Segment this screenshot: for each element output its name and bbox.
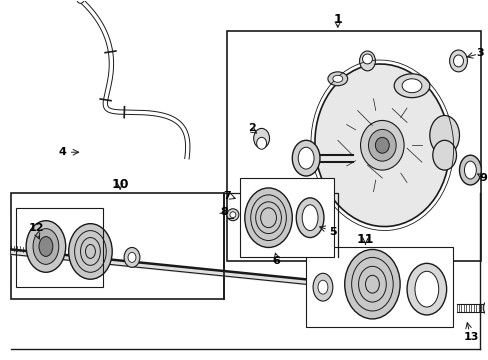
Ellipse shape [253, 129, 269, 148]
Ellipse shape [453, 55, 463, 67]
Ellipse shape [414, 271, 438, 307]
Circle shape [77, 0, 84, 3]
Ellipse shape [332, 75, 342, 82]
Bar [11, 193, 224, 299]
Ellipse shape [33, 229, 59, 264]
Text: 7: 7 [223, 191, 230, 201]
Ellipse shape [375, 137, 388, 153]
Ellipse shape [401, 79, 421, 93]
Ellipse shape [429, 116, 459, 155]
Ellipse shape [393, 74, 429, 98]
Text: 11: 11 [356, 233, 373, 246]
Ellipse shape [68, 224, 112, 279]
Ellipse shape [256, 137, 266, 149]
Ellipse shape [292, 140, 319, 176]
Ellipse shape [26, 221, 65, 272]
Ellipse shape [368, 129, 395, 161]
Ellipse shape [464, 161, 475, 179]
Ellipse shape [128, 252, 136, 262]
Ellipse shape [359, 51, 375, 71]
Ellipse shape [327, 72, 347, 86]
Ellipse shape [406, 264, 446, 315]
Text: 5: 5 [328, 226, 336, 237]
Ellipse shape [302, 205, 317, 231]
Circle shape [226, 209, 238, 221]
Text: 1: 1 [333, 13, 342, 26]
Bar [16, 208, 103, 287]
Ellipse shape [362, 54, 372, 64]
Text: 3: 3 [475, 48, 483, 58]
Text: 6: 6 [272, 256, 280, 266]
Ellipse shape [39, 237, 53, 256]
Bar [239, 178, 333, 257]
Ellipse shape [298, 147, 313, 169]
Circle shape [229, 212, 235, 218]
Text: 10: 10 [111, 179, 129, 192]
Ellipse shape [312, 273, 332, 301]
Ellipse shape [459, 155, 480, 185]
Text: 12: 12 [28, 222, 44, 233]
Ellipse shape [432, 140, 456, 170]
Text: 4: 4 [59, 147, 66, 157]
Bar [226, 31, 480, 261]
Circle shape [485, 304, 488, 312]
Text: 9: 9 [478, 173, 486, 183]
Ellipse shape [244, 188, 292, 247]
Ellipse shape [482, 300, 488, 316]
Text: 13: 13 [463, 332, 478, 342]
Text: 8: 8 [220, 207, 227, 217]
Ellipse shape [448, 50, 467, 72]
Text: 2: 2 [247, 123, 255, 134]
Ellipse shape [344, 249, 399, 319]
Ellipse shape [296, 198, 323, 238]
Ellipse shape [314, 64, 449, 226]
Ellipse shape [360, 121, 403, 170]
Ellipse shape [317, 280, 327, 294]
Bar [305, 247, 452, 327]
Ellipse shape [124, 247, 140, 267]
